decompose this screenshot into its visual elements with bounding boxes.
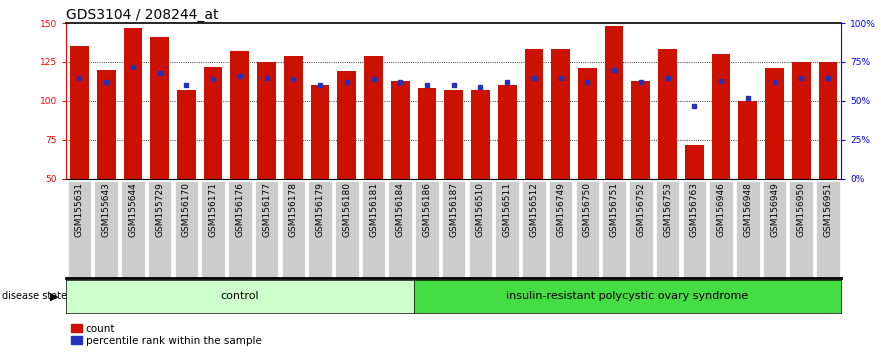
Text: control: control — [220, 291, 259, 302]
Text: GSM156181: GSM156181 — [369, 183, 378, 238]
FancyBboxPatch shape — [736, 181, 759, 278]
Text: GSM155631: GSM155631 — [75, 183, 84, 238]
FancyBboxPatch shape — [442, 181, 465, 278]
Legend: count, percentile rank within the sample: count, percentile rank within the sample — [71, 324, 262, 346]
Bar — [766, 68, 784, 179]
Text: GDS3104 / 208244_at: GDS3104 / 208244_at — [66, 8, 218, 22]
FancyBboxPatch shape — [549, 181, 573, 278]
FancyBboxPatch shape — [816, 181, 840, 278]
FancyBboxPatch shape — [228, 181, 252, 278]
Bar — [311, 85, 329, 179]
Text: GSM156751: GSM156751 — [610, 183, 618, 238]
Text: GSM156752: GSM156752 — [636, 183, 646, 238]
Bar — [818, 62, 837, 179]
Bar — [97, 70, 115, 179]
Bar — [712, 54, 730, 179]
FancyBboxPatch shape — [709, 181, 733, 278]
Text: GSM156753: GSM156753 — [663, 183, 672, 238]
FancyBboxPatch shape — [495, 181, 519, 278]
FancyBboxPatch shape — [789, 181, 813, 278]
Bar — [658, 50, 677, 179]
Bar — [604, 26, 624, 179]
FancyBboxPatch shape — [522, 181, 545, 278]
Text: GSM156180: GSM156180 — [343, 183, 352, 238]
Text: GSM156179: GSM156179 — [315, 183, 324, 238]
Bar — [257, 62, 276, 179]
Text: GSM156763: GSM156763 — [690, 183, 699, 238]
FancyBboxPatch shape — [202, 181, 225, 278]
Bar — [391, 81, 410, 179]
Text: GSM156178: GSM156178 — [289, 183, 298, 238]
Text: GSM156948: GSM156948 — [744, 183, 752, 238]
FancyBboxPatch shape — [683, 181, 706, 278]
Text: GSM156749: GSM156749 — [556, 183, 565, 238]
Bar — [498, 85, 516, 179]
FancyBboxPatch shape — [122, 181, 144, 278]
FancyBboxPatch shape — [763, 181, 786, 278]
FancyBboxPatch shape — [174, 181, 198, 278]
Text: GSM156511: GSM156511 — [503, 183, 512, 238]
Bar — [177, 90, 196, 179]
Bar — [524, 50, 544, 179]
Text: disease state: disease state — [2, 291, 67, 302]
FancyBboxPatch shape — [389, 181, 412, 278]
Text: GSM155644: GSM155644 — [129, 183, 137, 237]
FancyBboxPatch shape — [308, 181, 332, 278]
FancyBboxPatch shape — [148, 181, 172, 278]
FancyBboxPatch shape — [362, 181, 385, 278]
Text: GSM156184: GSM156184 — [396, 183, 404, 238]
Bar — [284, 56, 303, 179]
FancyBboxPatch shape — [603, 181, 626, 278]
Text: GSM156171: GSM156171 — [209, 183, 218, 238]
Text: GSM156512: GSM156512 — [529, 183, 538, 238]
FancyBboxPatch shape — [68, 181, 92, 278]
Text: ▶: ▶ — [50, 291, 59, 302]
FancyBboxPatch shape — [469, 181, 492, 278]
Bar — [123, 28, 142, 179]
Text: GSM156176: GSM156176 — [235, 183, 244, 238]
Bar — [204, 67, 223, 179]
Bar — [231, 51, 249, 179]
Text: GSM156946: GSM156946 — [716, 183, 726, 238]
Text: GSM156949: GSM156949 — [770, 183, 779, 238]
Bar — [552, 50, 570, 179]
Text: GSM156186: GSM156186 — [423, 183, 432, 238]
Bar — [444, 90, 463, 179]
Bar — [738, 101, 757, 179]
Text: GSM156187: GSM156187 — [449, 183, 458, 238]
Text: GSM156170: GSM156170 — [181, 183, 191, 238]
Text: GSM156177: GSM156177 — [262, 183, 271, 238]
FancyBboxPatch shape — [655, 181, 679, 278]
Text: GSM156750: GSM156750 — [583, 183, 592, 238]
FancyBboxPatch shape — [255, 181, 278, 278]
FancyBboxPatch shape — [415, 181, 439, 278]
Bar — [685, 144, 704, 179]
Text: GSM156950: GSM156950 — [796, 183, 806, 238]
FancyBboxPatch shape — [335, 181, 359, 278]
Text: insulin-resistant polycystic ovary syndrome: insulin-resistant polycystic ovary syndr… — [507, 291, 749, 302]
Bar — [632, 81, 650, 179]
FancyBboxPatch shape — [94, 181, 118, 278]
Text: GSM155643: GSM155643 — [101, 183, 111, 238]
Bar — [70, 46, 89, 179]
Bar — [337, 71, 356, 179]
FancyBboxPatch shape — [629, 181, 653, 278]
Text: GSM155729: GSM155729 — [155, 183, 164, 238]
Bar — [578, 68, 596, 179]
Bar — [418, 88, 436, 179]
FancyBboxPatch shape — [282, 181, 305, 278]
Bar — [151, 37, 169, 179]
Bar — [792, 62, 811, 179]
Bar — [364, 56, 383, 179]
FancyBboxPatch shape — [575, 181, 599, 278]
Text: GSM156510: GSM156510 — [476, 183, 485, 238]
Bar — [471, 90, 490, 179]
Text: GSM156951: GSM156951 — [824, 183, 833, 238]
